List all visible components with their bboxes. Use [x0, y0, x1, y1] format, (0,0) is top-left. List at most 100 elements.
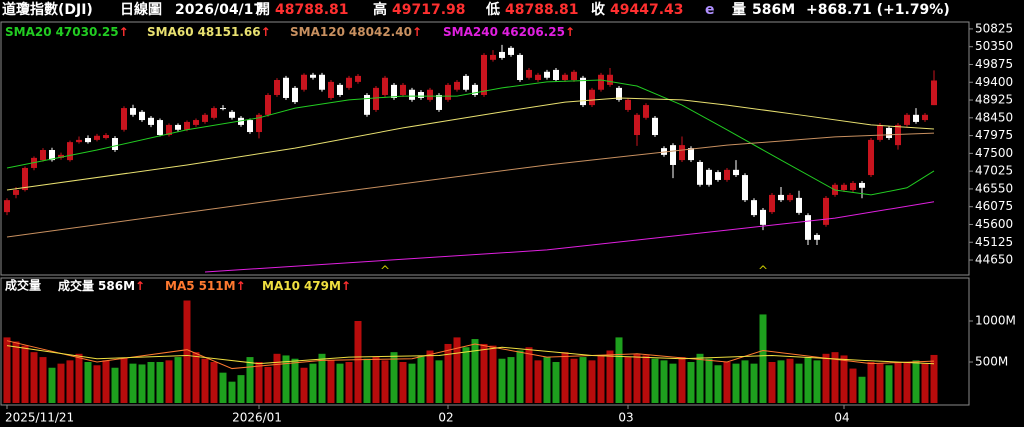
x-tick-label: 04 — [834, 411, 849, 425]
candle-body — [292, 87, 298, 103]
candle-body — [247, 120, 253, 133]
candle-body — [418, 91, 424, 98]
candle-body — [229, 111, 235, 118]
volume-bar — [723, 362, 731, 403]
candle-body — [580, 77, 586, 106]
candle-body — [346, 77, 352, 88]
candle-body — [526, 69, 532, 78]
legend-entry: SMA120 48042.40↑ — [290, 25, 422, 39]
candle-body — [913, 114, 919, 122]
legend-value: 511M — [199, 279, 236, 293]
candle-body — [355, 75, 361, 82]
legend-entry: MA10 479M↑ — [262, 279, 351, 293]
candle-body — [589, 89, 595, 106]
volume-bar — [435, 360, 443, 403]
candle-body — [193, 120, 199, 125]
volume-bar — [309, 363, 317, 403]
volume-bar — [777, 360, 785, 403]
candle-body — [283, 77, 289, 98]
moving-average-line — [6, 132, 935, 238]
y-tick-label: 50350 — [975, 39, 1013, 53]
volume-bar — [201, 358, 209, 403]
volume-bar — [525, 347, 533, 403]
candle-body — [256, 114, 262, 133]
candle-body — [661, 148, 667, 155]
candle-body — [634, 114, 640, 136]
candle-body — [778, 194, 784, 201]
volume-bar — [102, 360, 110, 403]
volume-bar — [3, 337, 11, 403]
volume-bar — [147, 362, 155, 403]
legend-name: SMA60 — [147, 25, 194, 39]
change: +868.71 (+1.79%) — [806, 2, 950, 18]
volume-bar — [174, 357, 182, 403]
volume-panel — [0, 277, 970, 406]
volume-bar — [849, 368, 857, 403]
candle-body — [922, 114, 928, 121]
volume-bar — [12, 341, 20, 403]
candle-body — [508, 47, 514, 55]
low-label: 低 — [485, 1, 500, 18]
volume-bar — [750, 363, 758, 403]
marker: ^ — [758, 264, 768, 278]
volume-bar — [138, 364, 146, 403]
candle-body — [58, 154, 64, 158]
x-tick-label: 03 — [618, 411, 633, 425]
volume-bar — [732, 363, 740, 403]
candle-body — [679, 145, 685, 161]
close-label: 收 — [591, 1, 606, 18]
candle-body — [823, 197, 829, 225]
candle-body — [670, 145, 676, 165]
volume-bar — [606, 350, 614, 403]
volume-bar — [786, 358, 794, 403]
candle-body — [895, 124, 901, 146]
y-tick-label: 48925 — [975, 93, 1013, 107]
volume-bar — [714, 365, 722, 403]
candle-body — [517, 54, 523, 81]
candle-body — [715, 172, 721, 180]
volume-bar — [552, 362, 560, 403]
candle-body — [742, 175, 748, 201]
volume-bar — [390, 352, 398, 403]
volume-bar — [273, 353, 281, 403]
volume-title: 成交量 — [5, 278, 41, 293]
y-tick-label: 47025 — [975, 164, 1013, 178]
volume-bar — [678, 357, 686, 403]
volume-bar — [408, 363, 416, 403]
volume-bar — [912, 360, 920, 403]
volume-bar — [507, 357, 515, 403]
candle-body — [544, 71, 550, 78]
legend-name: 成交量 — [58, 278, 94, 293]
candle-body — [85, 138, 91, 143]
y-tick-label: 46550 — [975, 181, 1013, 195]
candle-body — [130, 108, 136, 115]
legend-value: 586M — [98, 279, 135, 293]
candle-body — [553, 69, 559, 81]
volume-bar — [399, 362, 407, 403]
volume-average-line — [6, 345, 935, 365]
candle-body — [625, 99, 631, 110]
candle-body — [328, 81, 334, 98]
y-tick-label: 46075 — [975, 199, 1013, 213]
candle-body — [760, 209, 766, 225]
volume-bar — [48, 367, 56, 403]
candle-body — [148, 117, 154, 125]
volume-bar — [156, 362, 164, 403]
candle-body — [706, 169, 712, 185]
candle-body — [94, 135, 100, 140]
candle-body — [4, 200, 10, 213]
candle-body — [733, 169, 739, 176]
high-value: 49717.98 — [392, 2, 466, 18]
price-panel — [0, 21, 970, 276]
volume-bar — [75, 353, 83, 403]
flag: e — [705, 2, 715, 18]
volume-bar — [489, 345, 497, 403]
volume-bar — [381, 360, 389, 403]
candle-body — [157, 120, 163, 136]
volume-bar — [111, 367, 119, 403]
volume-bar — [39, 357, 47, 403]
candle-body — [274, 80, 280, 95]
candle-body — [184, 121, 190, 130]
volume-bar — [21, 345, 29, 403]
